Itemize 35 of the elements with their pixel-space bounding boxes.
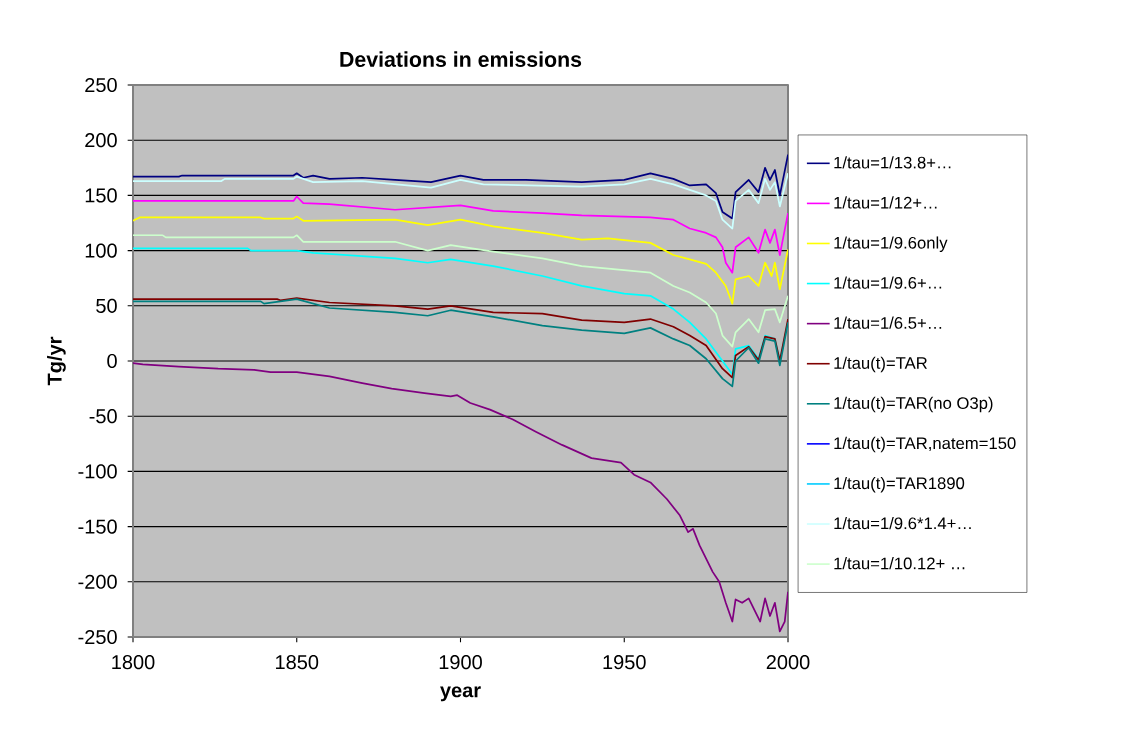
x-axis-title: year	[440, 686, 481, 702]
legend-label: 1/tau=1/9.6only	[834, 236, 948, 252]
legend-label: 1/tau(t)=TAR(no O3p)	[834, 396, 993, 413]
line-series	[133, 234, 788, 348]
line-series	[133, 362, 788, 633]
legend-label: 1/tau=1/9.6+…	[834, 276, 942, 289]
y-axis-title: Tg/yr	[47, 336, 66, 386]
y-tick-label: -100	[78, 464, 117, 479]
x-tick-label: 1900	[439, 655, 482, 670]
line-series	[133, 195, 788, 274]
x-tick-label: 2000	[766, 655, 810, 670]
y-tick-label: -200	[78, 574, 117, 589]
line-series	[133, 215, 788, 305]
legend-label: 1/tau(t)=TAR,natem=150	[834, 436, 1016, 453]
legend-label: 1/tau=1/9.6*1.4+…	[834, 516, 971, 530]
y-tick-label: -250	[78, 629, 117, 645]
y-tick-label: 150	[85, 188, 117, 203]
y-tick-label: 250	[85, 77, 117, 93]
y-tick-label: -150	[78, 519, 117, 534]
y-tick-label: 0	[107, 353, 117, 369]
legend-label: 1/tau(t)=TAR	[834, 356, 927, 373]
legend-label: 1/tau=1/10.12+ …	[834, 557, 965, 570]
y-tick-label: 100	[85, 243, 117, 258]
x-tick-label: 1950	[603, 655, 646, 670]
x-tick-label: 1850	[276, 655, 319, 670]
y-tick-label: -50	[89, 409, 117, 424]
legend-label: 1/tau=1/6.5+…	[834, 316, 942, 329]
legend-label: 1/tau=1/12+…	[834, 196, 937, 209]
chart-title: Deviations in emissions	[340, 51, 582, 67]
x-tick-label: 1800	[112, 655, 155, 670]
legend-label: 1/tau(t)=TAR1890	[834, 476, 965, 493]
line-series	[133, 153, 788, 220]
y-tick-label: 200	[85, 133, 117, 148]
y-tick-label: 50	[96, 298, 117, 313]
legend-label: 1/tau=1/13.8+…	[834, 156, 951, 169]
